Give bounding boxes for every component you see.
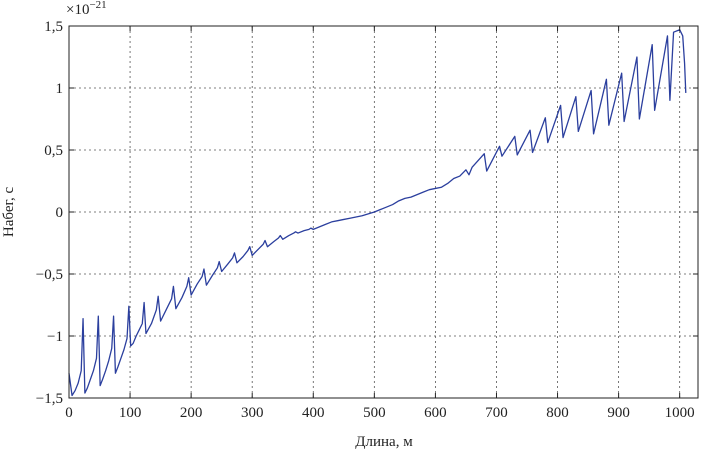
ticks: [68, 25, 698, 399]
x-tick-label: 100: [119, 405, 142, 421]
x-tick-label: 200: [180, 405, 203, 421]
y-tick-label: −1,5: [36, 391, 63, 407]
x-tick-label: 0: [65, 405, 73, 421]
x-tick-label: 500: [363, 405, 386, 421]
x-tick-label: 700: [485, 405, 508, 421]
y-axis-label: Набег, с: [1, 187, 17, 238]
tick-labels: 0 100 200 300 400 500 600 700 800 900 1000 −1,5 −1 −0…: [36, 19, 695, 421]
y-tick-label: 0,5: [44, 143, 63, 159]
y-tick-label: 0: [56, 205, 64, 221]
grid: [68, 25, 698, 399]
y-tick-label: 1,5: [44, 19, 63, 35]
y-tick-label: 1: [56, 81, 64, 97]
plot-frame: [68, 25, 699, 399]
y-multiplier: ×10−21: [66, 0, 107, 18]
x-tick-label: 600: [424, 405, 447, 421]
y-multiplier-exponent: −21: [89, 0, 106, 11]
series-line: [68, 29, 687, 397]
x-tick-label: 800: [546, 405, 569, 421]
x-tick-label: 900: [607, 405, 630, 421]
series-layer: [68, 29, 687, 397]
y-tick-label: −0,5: [36, 267, 63, 283]
y-tick-label: −1: [47, 329, 63, 345]
x-tick-label: 400: [302, 405, 325, 421]
x-axis-label: Длина, м: [355, 434, 413, 450]
x-tick-label: 1000: [665, 405, 695, 421]
x-tick-label: 300: [241, 405, 264, 421]
y-multiplier-base: ×10: [66, 2, 89, 18]
